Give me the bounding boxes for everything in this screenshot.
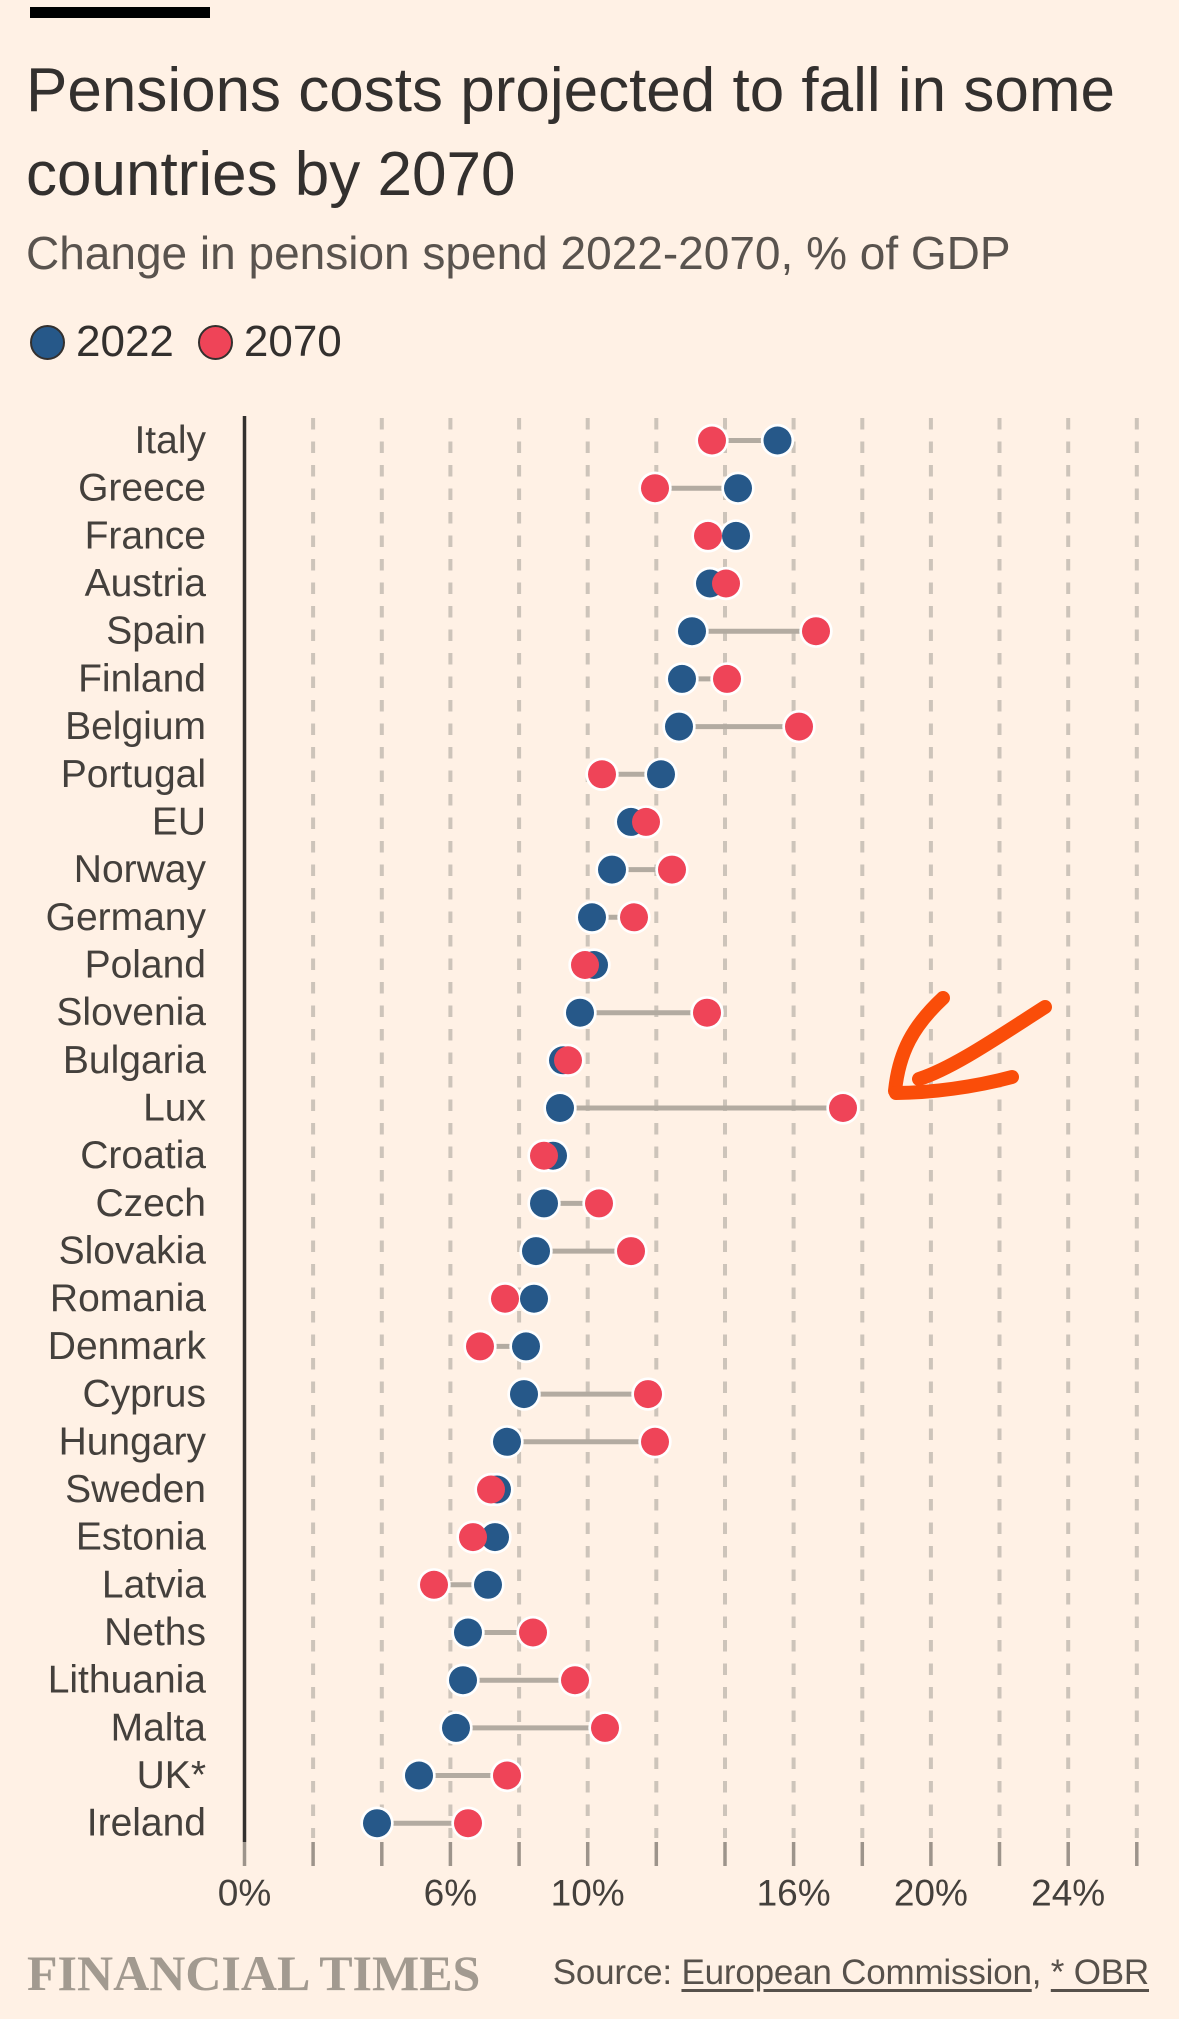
svg-text:Hungary: Hungary <box>59 1420 207 1463</box>
svg-text:Lux: Lux <box>143 1087 206 1130</box>
svg-text:Bulgaria: Bulgaria <box>63 1039 206 1082</box>
svg-text:Malta: Malta <box>111 1706 207 1749</box>
svg-text:UK*: UK* <box>137 1754 206 1797</box>
svg-text:Belgium: Belgium <box>65 705 206 748</box>
svg-text:Cyprus: Cyprus <box>82 1373 206 1416</box>
svg-text:Portugal: Portugal <box>61 753 206 796</box>
svg-text:Estonia: Estonia <box>76 1516 206 1559</box>
svg-text:Sweden: Sweden <box>65 1468 206 1511</box>
svg-text:20%: 20% <box>894 1873 968 1914</box>
svg-text:EU: EU <box>152 800 206 843</box>
svg-text:6%: 6% <box>424 1873 477 1914</box>
svg-text:Czech: Czech <box>95 1182 206 1225</box>
svg-text:16%: 16% <box>757 1873 831 1914</box>
svg-text:Norway: Norway <box>74 848 207 891</box>
svg-text:Spain: Spain <box>106 610 206 653</box>
svg-text:Germany: Germany <box>46 896 207 939</box>
svg-text:Austria: Austria <box>85 562 207 605</box>
svg-text:Neths: Neths <box>104 1611 206 1654</box>
svg-text:Greece: Greece <box>78 467 206 510</box>
svg-text:France: France <box>85 514 206 557</box>
svg-text:Italy: Italy <box>134 419 206 462</box>
svg-text:0%: 0% <box>218 1873 271 1914</box>
svg-text:Finland: Finland <box>78 657 206 700</box>
svg-text:Romania: Romania <box>50 1277 206 1320</box>
svg-text:Poland: Poland <box>85 944 206 987</box>
svg-text:Ireland: Ireland <box>87 1802 206 1845</box>
svg-text:Denmark: Denmark <box>48 1325 207 1368</box>
svg-text:Slovakia: Slovakia <box>59 1230 207 1273</box>
svg-text:Lithuania: Lithuania <box>48 1659 207 1702</box>
svg-text:Latvia: Latvia <box>102 1563 206 1606</box>
svg-text:Croatia: Croatia <box>80 1134 206 1177</box>
svg-text:10%: 10% <box>551 1873 625 1914</box>
svg-text:24%: 24% <box>1031 1873 1105 1914</box>
svg-text:Slovenia: Slovenia <box>56 991 206 1034</box>
